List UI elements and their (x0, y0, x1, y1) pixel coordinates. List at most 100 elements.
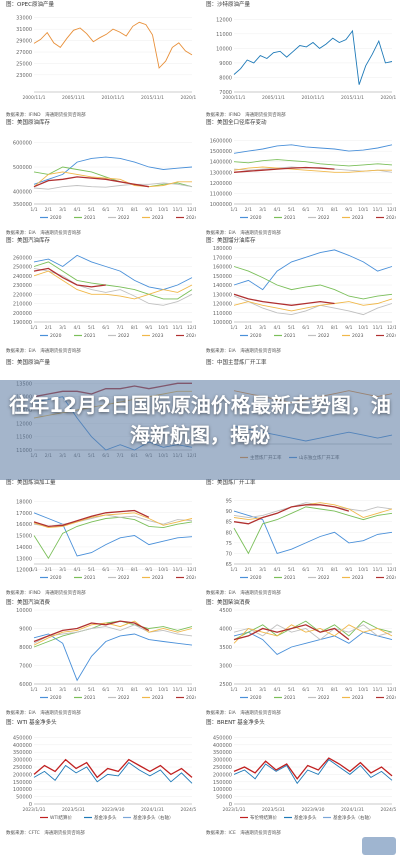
x-tick-label: 7/1 (117, 325, 124, 331)
legend-label: 2024 (186, 215, 196, 221)
legend-label: 2024 (186, 333, 196, 339)
legend-label: 2024 (386, 215, 396, 221)
y-tick-label: 100000 (213, 320, 232, 326)
chart-title: 图：OPEC原油产量 (6, 2, 54, 8)
x-tick-label: 3/1 (259, 325, 266, 331)
y-tick-label: 75 (226, 541, 232, 547)
x-tick-label: 7/1 (317, 687, 324, 693)
x-tick-label: 10/1 (358, 207, 368, 213)
legend-label: 布伦特结算价 (250, 814, 277, 821)
x-tick-label: 8/1 (131, 207, 138, 213)
series-line (233, 624, 350, 641)
x-tick-label: 2015/11/1 (341, 95, 364, 101)
chart-panel: 图：美国炼油加工量 数据来源：IFIND 海通期货投资咨询部 18000 17000 1… (4, 478, 196, 596)
x-tick-label: 7/1 (317, 207, 324, 213)
chart-title: 图：美国炼油加工量 (6, 480, 56, 486)
legend-label: 2020 (250, 575, 262, 581)
x-tick-label: 5/1 (88, 567, 95, 573)
chart-source: 数据来源：EIA 海通期货投资咨询部 (6, 349, 81, 354)
x-tick-label: 3/1 (259, 207, 266, 213)
y-tick-label: 220000 (13, 292, 32, 298)
x-tick-label: 7/1 (317, 567, 324, 573)
legend-label: 2021 (84, 575, 96, 581)
x-tick-label: 1/1 (30, 687, 37, 693)
series-line (33, 270, 193, 300)
series-line (233, 298, 393, 312)
x-tick-label: 1/1 (230, 207, 237, 213)
legend-label: 2022 (118, 215, 130, 221)
legend-label: 2022 (118, 333, 130, 339)
y-tick-label: 12000 (216, 17, 232, 23)
x-tick-label: 5/1 (288, 567, 295, 573)
y-tick-label: 33000 (16, 16, 32, 22)
x-tick-label: 4/1 (273, 325, 280, 331)
y-tick-label: 85 (226, 520, 232, 526)
x-tick-label: 3/1 (59, 325, 66, 331)
y-tick-label: 70 (226, 551, 232, 557)
x-tick-label: 2024/5/31 (380, 807, 396, 813)
y-tick-label: 17000 (16, 511, 32, 517)
y-tick-label: 90 (226, 509, 232, 515)
chart-title: 图：BRENT 基金净多头 (206, 720, 265, 726)
legend-label: 基金净多头（右轴） (333, 814, 374, 821)
chart-title: 图：美国汽油库存 (6, 238, 51, 244)
legend-label: 2023 (352, 575, 364, 581)
y-tick-label: 300000 (213, 758, 232, 764)
series-line (233, 624, 393, 644)
x-tick-label: 3/1 (59, 567, 66, 573)
legend-label: 2024 (386, 695, 396, 701)
y-tick-label: 1300000 (210, 170, 232, 176)
series-line (33, 182, 193, 190)
series-line (33, 761, 193, 784)
y-tick-label: 0 (229, 802, 232, 808)
x-tick-label: 9/1 (345, 687, 352, 693)
x-tick-label: 9/1 (345, 207, 352, 213)
legend-label: 2020 (250, 215, 262, 221)
legend-label: 2022 (318, 575, 330, 581)
y-tick-label: 12000 (16, 568, 32, 574)
x-tick-label: 10/1 (158, 207, 168, 213)
legend-label: 2021 (84, 695, 96, 701)
chart-title: 图：美国原油库存 (6, 120, 51, 126)
series-line (33, 261, 193, 300)
series-line (33, 516, 193, 560)
x-tick-label: 10/1 (358, 325, 368, 331)
x-tick-label: 11/1 (373, 567, 383, 573)
legend-label: 2020 (50, 575, 62, 581)
y-tick-label: 300000 (13, 758, 32, 764)
legend-label: 2021 (84, 333, 96, 339)
y-tick-label: 240000 (13, 274, 32, 280)
x-tick-label: 10/1 (158, 325, 168, 331)
series-line (33, 254, 193, 291)
y-tick-label: 350000 (13, 750, 32, 756)
banner-title: 往年12月2日国际原油价格最新走势图，油海新航图，揭秘 (9, 393, 391, 447)
chart-svg: 260000 250000 240000 230000 220000 210000 2000… (13, 254, 196, 339)
x-tick-label: 5/1 (288, 207, 295, 213)
x-tick-label: 9/1 (145, 687, 152, 693)
y-tick-label: 450000 (13, 735, 32, 741)
y-tick-label: 31000 (16, 27, 32, 33)
chart-title: 图：美国馏分油库存 (206, 238, 256, 244)
chart-source: 数据来源：EIA 海通期货投资咨询部 (206, 231, 281, 236)
x-tick-label: 2023/1/31 (222, 807, 245, 813)
legend-label: 2020 (50, 695, 62, 701)
y-tick-label: 23000 (16, 73, 32, 79)
series-line (233, 249, 393, 291)
y-tick-label: 3000 (219, 664, 232, 670)
x-tick-label: 3/1 (259, 687, 266, 693)
series-line (233, 29, 393, 85)
legend-label: 2022 (118, 575, 130, 581)
y-tick-label: 170000 (213, 255, 232, 261)
chart-source: 数据来源：CFTC 海通期货投资咨询部 (6, 831, 85, 836)
x-tick-label: 5/1 (88, 687, 95, 693)
x-tick-label: 11/1 (173, 207, 183, 213)
series-line (33, 620, 193, 646)
chart-source: 数据来源：IFIND 海通期货投资咨询部 (206, 113, 286, 118)
chart-panel: 图：BRENT 基金净多头 数据来源：ICE 海通期货投资咨询部 450000 400… (204, 718, 396, 836)
x-tick-label: 11/1 (373, 687, 383, 693)
legend-label: 2020 (50, 215, 62, 221)
x-tick-label: 8/1 (131, 325, 138, 331)
legend-label: 2021 (284, 215, 296, 221)
